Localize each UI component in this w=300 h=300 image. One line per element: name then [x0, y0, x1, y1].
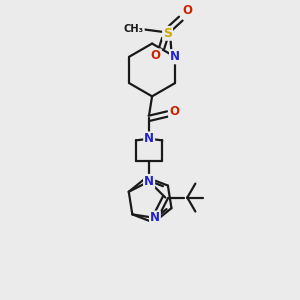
- Text: N: N: [150, 212, 160, 224]
- Text: S: S: [163, 27, 172, 40]
- Text: CH₃: CH₃: [124, 24, 144, 34]
- Text: O: O: [182, 4, 192, 17]
- Text: N: N: [170, 50, 180, 63]
- Text: N: N: [170, 50, 180, 63]
- Text: N: N: [144, 175, 154, 188]
- Text: N: N: [144, 132, 154, 146]
- Text: O: O: [169, 104, 179, 118]
- Text: N: N: [144, 175, 154, 188]
- Text: O: O: [151, 50, 161, 62]
